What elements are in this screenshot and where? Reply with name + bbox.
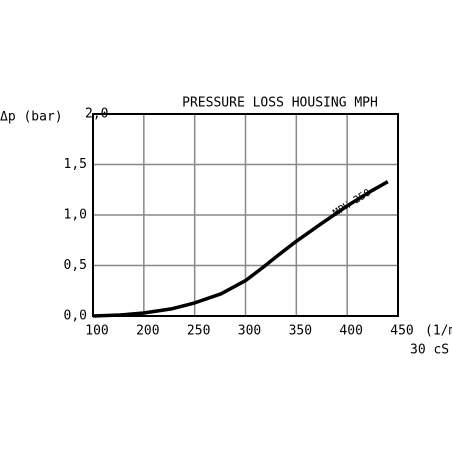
y-tick-label: 0,5 xyxy=(64,258,87,273)
x-tick-label: 300 xyxy=(238,324,261,339)
x-tick-label: 250 xyxy=(187,324,210,339)
y-tick-label: 1,0 xyxy=(64,208,87,223)
x-axis-label: (1/m xyxy=(425,324,452,339)
y-tick-label: 0,0 xyxy=(64,309,87,324)
x-tick-label: 400 xyxy=(339,324,362,339)
x-tick-label: 200 xyxy=(136,324,159,339)
plot-frame xyxy=(92,113,399,317)
y-tick-label: 1,5 xyxy=(64,157,87,172)
data-line xyxy=(92,180,389,318)
y-axis-label: Δp (bar) xyxy=(0,110,63,125)
x-tick-label: 350 xyxy=(289,324,312,339)
x-tick-label: 100 xyxy=(85,324,108,339)
chart-title: PRESSURE LOSS HOUSING MPH xyxy=(182,96,378,111)
x-note: 30 cS xyxy=(410,343,449,358)
x-tick-label: 450 xyxy=(390,324,413,339)
